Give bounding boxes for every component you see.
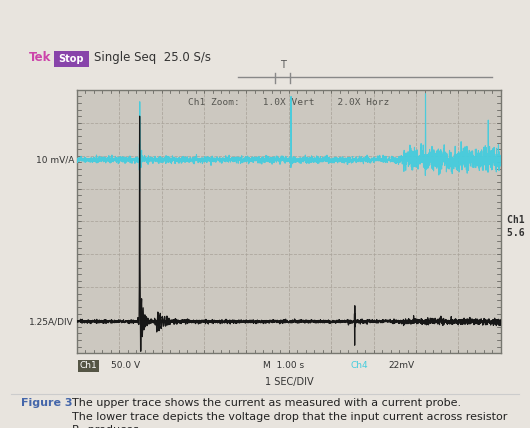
- Text: 10 mV/A: 10 mV/A: [36, 155, 74, 164]
- Text: 1 SEC/DIV: 1 SEC/DIV: [264, 377, 313, 387]
- Text: 50.0 V: 50.0 V: [111, 361, 140, 371]
- Text: Ch4: Ch4: [350, 361, 368, 371]
- Text: Ch1 Zoom:    1.0X Vert    2.0X Horz: Ch1 Zoom: 1.0X Vert 2.0X Horz: [188, 98, 390, 107]
- Text: M  1.00 s: M 1.00 s: [263, 361, 305, 371]
- Text: Ch1 RMS
5.6 V: Ch1 RMS 5.6 V: [507, 215, 530, 238]
- Text: Tek: Tek: [29, 51, 51, 64]
- Text: Single Seq  25.0 S/s: Single Seq 25.0 S/s: [94, 51, 211, 64]
- Text: 1.25A/DIV: 1.25A/DIV: [30, 317, 74, 326]
- Text: Stop: Stop: [58, 54, 84, 64]
- Text: Ch1: Ch1: [80, 361, 97, 371]
- Text: The upper trace shows the current as measured with a current probe.
The lower tr: The upper trace shows the current as mea…: [72, 398, 507, 428]
- Text: T: T: [279, 60, 286, 70]
- Text: 22mV: 22mV: [388, 361, 414, 371]
- Text: Figure 3: Figure 3: [21, 398, 73, 408]
